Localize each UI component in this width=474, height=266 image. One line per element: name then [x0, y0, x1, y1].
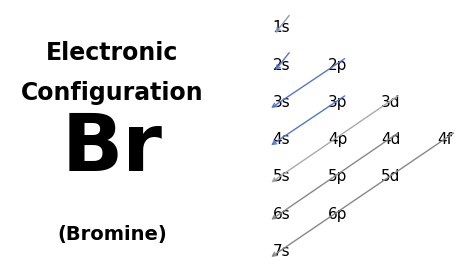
Text: 7s: 7s: [273, 244, 290, 259]
Text: 4s: 4s: [273, 132, 290, 147]
Text: 6p: 6p: [328, 207, 347, 222]
Text: 4d: 4d: [381, 132, 401, 147]
Text: 5d: 5d: [381, 169, 401, 184]
Text: Electronic: Electronic: [46, 41, 179, 65]
Text: 6s: 6s: [273, 207, 290, 222]
Text: 5p: 5p: [328, 169, 347, 184]
Text: 3s: 3s: [273, 95, 290, 110]
Text: Br: Br: [62, 110, 163, 188]
Text: Configuration: Configuration: [21, 81, 204, 105]
Text: 5s: 5s: [273, 169, 290, 184]
Text: 4p: 4p: [328, 132, 347, 147]
Text: (Bromine): (Bromine): [58, 225, 167, 244]
Text: 1s: 1s: [273, 20, 290, 35]
Text: 2p: 2p: [328, 58, 347, 73]
Text: 3d: 3d: [381, 95, 401, 110]
Text: 2s: 2s: [273, 58, 290, 73]
Text: 4f: 4f: [437, 132, 452, 147]
Text: 3p: 3p: [328, 95, 347, 110]
